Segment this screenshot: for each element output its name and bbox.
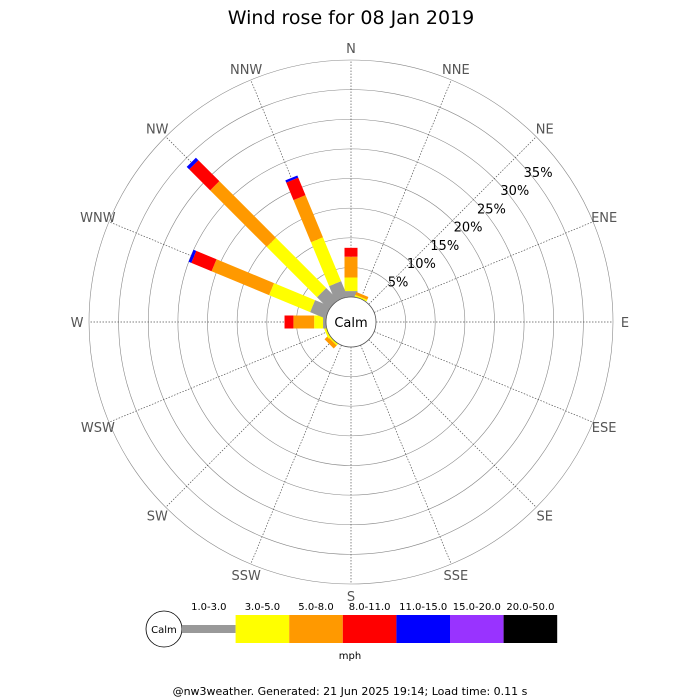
grid-spoke — [368, 136, 537, 305]
legend-swatch-15.0-20.0 — [450, 615, 504, 643]
radial-tick-label: 35% — [524, 166, 553, 181]
polar-grid — [88, 59, 614, 585]
calm-circle — [325, 296, 377, 348]
bar-segment-nne-5.0-8.0 — [355, 292, 369, 300]
bar-segment-nnw-8.0-11.0 — [286, 177, 306, 201]
bar-segment-wsw-3.0-5.0 — [323, 325, 331, 339]
legend-swatch-5.0-8.0 — [289, 615, 343, 643]
direction-label-ne: NE — [536, 122, 554, 137]
direction-label-s: S — [347, 590, 355, 605]
grid-spoke — [373, 221, 594, 313]
bar-segment-w-1.0-3.0 — [323, 315, 326, 329]
legend-label-1.0-3.0: 1.0-3.0 — [191, 602, 226, 613]
bar-segment-n-8.0-11.0 — [344, 247, 358, 257]
bar-segment-nw-3.0-5.0 — [266, 237, 327, 298]
legend-swatch-11.0-15.0 — [396, 615, 450, 643]
legend-label-20.0-50.0: 20.0-50.0 — [506, 602, 554, 613]
bar-segment-n-1.0-3.0 — [344, 291, 358, 297]
grid-spoke — [360, 344, 452, 565]
grid-spoke — [360, 79, 452, 300]
legend-calm-label: Calm — [151, 625, 177, 636]
legend-label-15.0-20.0: 15.0-20.0 — [453, 602, 501, 613]
direction-label-nnw: NNW — [230, 63, 262, 78]
direction-label-wsw: WSW — [81, 421, 115, 436]
legend-unit: mph — [339, 651, 361, 662]
footer-text: @nw3weather. Generated: 21 Jun 2025 19:1… — [173, 685, 528, 698]
direction-label-w: W — [71, 316, 84, 331]
grid-spoke — [250, 344, 342, 565]
bar-segment-wnw-3.0-5.0 — [269, 283, 316, 313]
bar-segment-wnw-5.0-8.0 — [211, 259, 275, 296]
bar-segment-sw-5.0-8.0 — [324, 336, 337, 349]
wind-bars — [186, 157, 369, 349]
bar-segment-nw-11.0-15.0 — [186, 157, 199, 170]
radial-tick-label: 15% — [430, 239, 459, 254]
grid-spoke — [373, 331, 594, 423]
legend-label-8.0-11.0: 8.0-11.0 — [349, 602, 391, 613]
bar-segment-nw-1.0-3.0 — [316, 287, 338, 309]
calm-label: Calm — [334, 316, 367, 331]
direction-label-ssw: SSW — [231, 569, 261, 584]
grid-ring-outer — [88, 59, 614, 585]
grid-ring — [236, 207, 466, 437]
bar-segment-wnw-11.0-15.0 — [188, 249, 197, 263]
bar-segment-nnw-1.0-3.0 — [329, 281, 348, 302]
bar-segment-nne-3.0-5.0 — [354, 294, 368, 302]
bar-segment-n-5.0-8.0 — [344, 256, 358, 278]
direction-label-e: E — [621, 316, 629, 331]
radial-tick-label: 5% — [388, 275, 409, 290]
direction-labels: N NNE NE ENE E ESE SE SSE S SSW SW WSW W WNW NW NNW — [71, 42, 630, 605]
legend-swatch-20.0-50.0 — [503, 615, 558, 643]
bar-segment-w-3.0-5.0 — [314, 315, 324, 329]
direction-label-n: N — [346, 42, 356, 57]
radial-tick-label: 10% — [407, 257, 436, 272]
direction-label-nw: NW — [146, 122, 169, 137]
direction-label-nne: NNE — [442, 63, 470, 78]
bar-segment-w-5.0-8.0 — [293, 315, 315, 329]
bar-segment-nnw-3.0-5.0 — [310, 237, 342, 287]
legend: Calm 1.0-3.0 3.0-5.0 5.0-8.0 8.0-11.0 11.0-1… — [145, 602, 558, 662]
chart-title: Wind rose for 08 Jan 2019 — [228, 7, 475, 29]
radial-tick-label: 20% — [454, 221, 483, 236]
direction-label-ene: ENE — [591, 211, 617, 226]
bar-segment-wnw-8.0-11.0 — [191, 250, 217, 272]
bar-segment-w-8.0-11.0 — [284, 315, 294, 329]
legend-label-5.0-8.0: 5.0-8.0 — [298, 602, 333, 613]
bar-segment-nw-5.0-8.0 — [210, 181, 276, 247]
bar-segment-n-3.0-5.0 — [344, 277, 358, 292]
grid-spoke — [108, 331, 329, 423]
direction-label-ese: ESE — [592, 421, 617, 436]
direction-label-wnw: WNW — [80, 211, 116, 226]
legend-swatch-1.0-3.0 — [182, 625, 236, 633]
legend-swatch-8.0-11.0 — [342, 615, 397, 643]
direction-label-sw: SW — [147, 510, 168, 525]
radial-tick-label: 30% — [500, 184, 529, 199]
radial-tick-label: 25% — [477, 202, 506, 217]
legend-items: 1.0-3.0 3.0-5.0 5.0-8.0 8.0-11.0 11.0-15.0 15… — [182, 602, 558, 643]
bar-segment-nnw-5.0-8.0 — [293, 195, 323, 243]
grid-spoke — [165, 339, 334, 508]
calm-center: Calm — [325, 296, 377, 348]
bar-segment-nnw-11.0-15.0 — [285, 175, 299, 183]
legend-label-3.0-5.0: 3.0-5.0 — [245, 602, 280, 613]
legend-swatch-3.0-5.0 — [235, 615, 290, 643]
radial-tick-labels: 5% 10% 15% 20% 25% 30% 35% — [388, 166, 553, 290]
grid-ring — [266, 237, 436, 407]
bar-segment-nw-8.0-11.0 — [189, 160, 220, 191]
direction-label-se: SE — [537, 510, 553, 525]
legend-label-11.0-15.0: 11.0-15.0 — [399, 602, 447, 613]
grid-spoke — [368, 339, 537, 508]
direction-label-sse: SSE — [443, 569, 468, 584]
